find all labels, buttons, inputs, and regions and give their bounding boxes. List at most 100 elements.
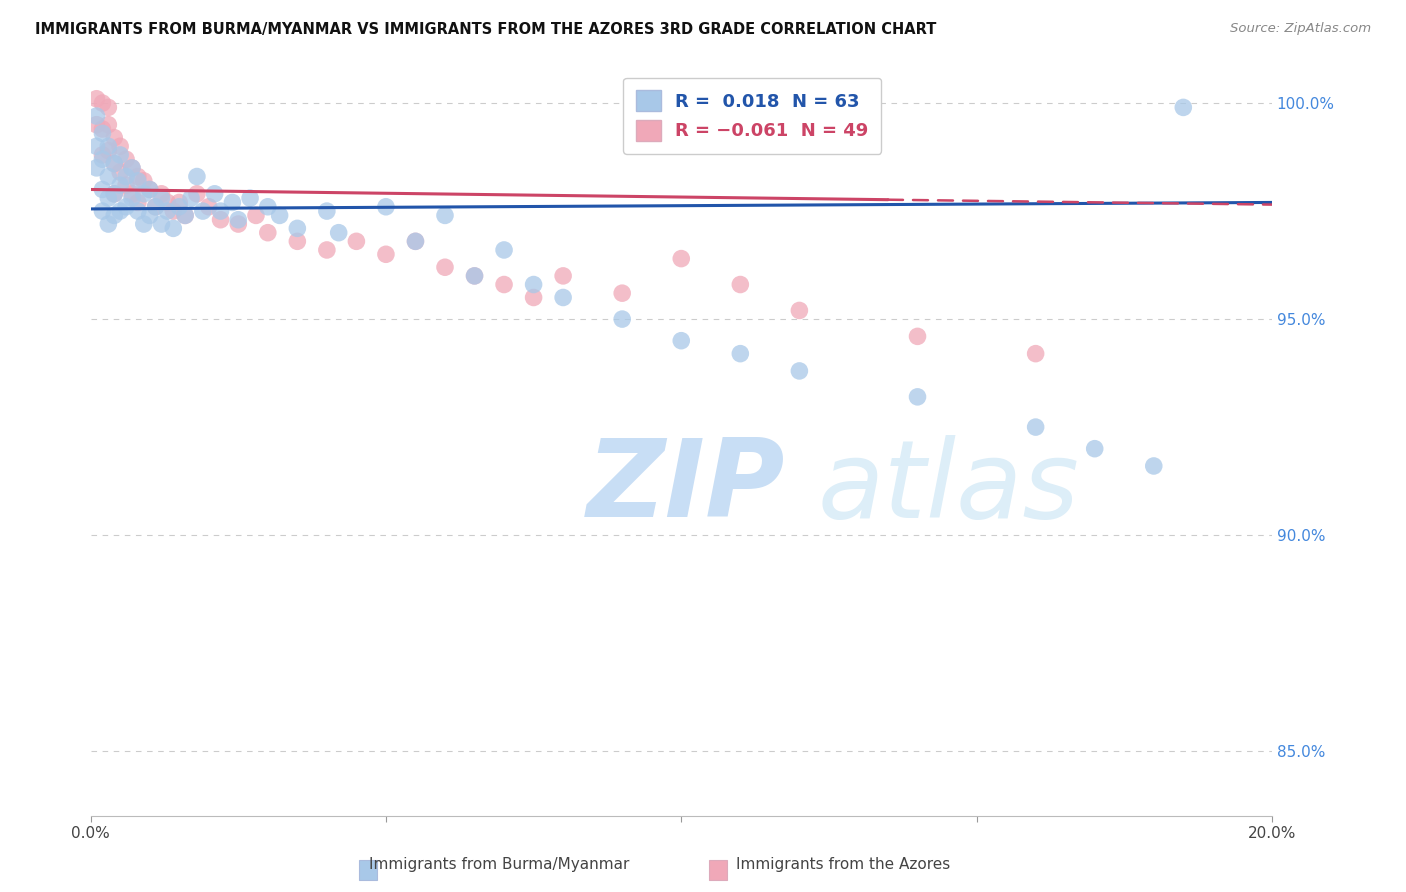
Point — [108, 178, 131, 193]
Point — [315, 243, 337, 257]
Point — [138, 208, 160, 222]
Point — [91, 204, 114, 219]
Point — [156, 195, 179, 210]
Point — [138, 182, 160, 196]
Point — [103, 186, 125, 201]
Point — [174, 208, 197, 222]
Point — [374, 247, 396, 261]
Point — [404, 235, 426, 249]
Point — [91, 153, 114, 167]
Point — [285, 235, 308, 249]
Point — [127, 204, 149, 219]
Point — [269, 208, 291, 222]
Point — [404, 235, 426, 249]
Point — [434, 208, 457, 222]
Point — [162, 221, 184, 235]
Point — [167, 200, 190, 214]
Point — [239, 191, 262, 205]
Point — [121, 186, 143, 201]
Point — [91, 122, 114, 136]
Point — [494, 277, 516, 292]
Point — [374, 200, 396, 214]
Text: atlas: atlas — [817, 434, 1078, 540]
Point — [115, 153, 138, 167]
Text: IMMIGRANTS FROM BURMA/MYANMAR VS IMMIGRANTS FROM THE AZORES 3RD GRADE CORRELATIO: IMMIGRANTS FROM BURMA/MYANMAR VS IMMIGRA… — [35, 22, 936, 37]
Legend: R =  0.018  N = 63, R = −0.061  N = 49: R = 0.018 N = 63, R = −0.061 N = 49 — [623, 78, 882, 153]
Point — [115, 178, 138, 193]
Point — [907, 329, 929, 343]
Text: Immigrants from Burma/Myanmar: Immigrants from Burma/Myanmar — [368, 857, 630, 872]
Point — [553, 268, 575, 283]
Point — [197, 200, 219, 214]
Point — [730, 277, 752, 292]
Point — [97, 139, 120, 153]
Point — [907, 390, 929, 404]
Point — [127, 169, 149, 184]
Point — [1084, 442, 1107, 456]
Text: ZIP: ZIP — [586, 434, 785, 540]
Point — [103, 156, 125, 170]
Point — [145, 200, 167, 214]
Point — [162, 204, 184, 219]
Point — [97, 169, 120, 184]
Point — [97, 217, 120, 231]
Point — [523, 291, 546, 305]
Point — [91, 96, 114, 111]
Point — [97, 144, 120, 158]
Point — [174, 208, 197, 222]
Point — [103, 208, 125, 222]
Point — [150, 217, 173, 231]
Point — [285, 221, 308, 235]
Point — [108, 139, 131, 153]
Point — [256, 226, 278, 240]
Point — [150, 191, 173, 205]
Point — [1143, 458, 1166, 473]
Point — [103, 130, 125, 145]
Point — [789, 364, 811, 378]
Point — [191, 204, 214, 219]
Point — [156, 204, 179, 219]
Point — [464, 268, 486, 283]
Point — [671, 252, 693, 266]
Point — [730, 346, 752, 360]
Point — [315, 204, 337, 219]
Point — [86, 139, 108, 153]
Point — [209, 212, 232, 227]
Point — [132, 186, 155, 201]
Point — [553, 291, 575, 305]
Point — [1025, 420, 1047, 434]
Point — [132, 217, 155, 231]
Point — [434, 260, 457, 275]
Point — [103, 186, 125, 201]
Point — [121, 161, 143, 175]
Point — [108, 165, 131, 179]
Point — [91, 126, 114, 140]
Point — [121, 191, 143, 205]
Point — [97, 100, 120, 114]
Point — [86, 92, 108, 106]
Point — [86, 118, 108, 132]
Point — [132, 174, 155, 188]
Point — [115, 169, 138, 184]
Point — [91, 148, 114, 162]
Point — [226, 217, 249, 231]
Point — [523, 277, 546, 292]
Point — [789, 303, 811, 318]
Point — [127, 195, 149, 210]
Text: Immigrants from the Azores: Immigrants from the Azores — [737, 857, 950, 872]
Point — [256, 200, 278, 214]
Point — [328, 226, 350, 240]
Point — [612, 286, 634, 301]
Point — [97, 191, 120, 205]
Point — [344, 235, 367, 249]
Point — [108, 204, 131, 219]
Point — [464, 268, 486, 283]
Point — [612, 312, 634, 326]
Point — [138, 182, 160, 196]
Point — [115, 200, 138, 214]
Point — [204, 186, 226, 201]
Point — [186, 169, 208, 184]
Point — [221, 195, 243, 210]
Point — [97, 118, 120, 132]
Point — [86, 161, 108, 175]
